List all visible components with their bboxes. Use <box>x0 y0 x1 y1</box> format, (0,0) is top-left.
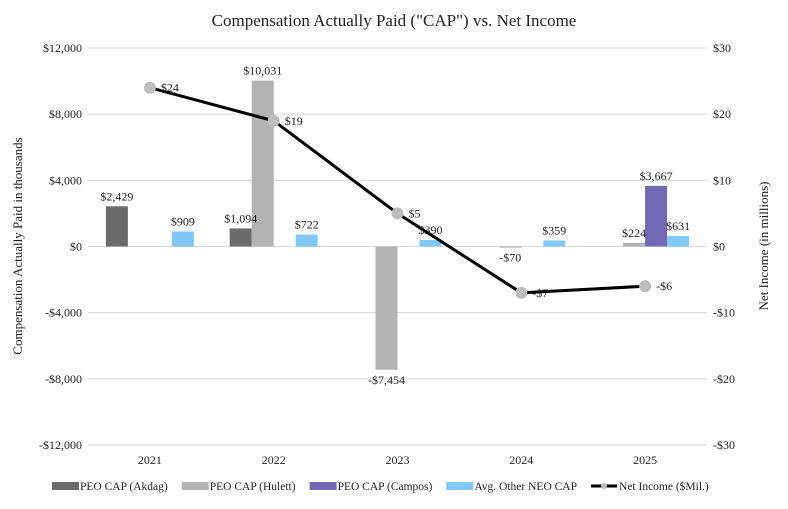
bar-data-label: $909 <box>171 214 195 228</box>
legend-swatch <box>52 482 79 490</box>
bar <box>543 240 566 247</box>
y2-tick-label: $20 <box>713 107 731 121</box>
y-tick-label: $12,000 <box>43 41 82 55</box>
bar <box>667 236 690 247</box>
y2-tick-label: $10 <box>713 173 731 187</box>
bar-data-label: $390 <box>419 223 443 237</box>
bar <box>229 228 252 247</box>
net-income-label: -$7 <box>532 286 548 300</box>
bar <box>105 206 128 247</box>
legend-label: PEO CAP (Akdag) <box>80 481 168 493</box>
bar-data-label: -$70 <box>499 251 521 265</box>
bar-data-label: $631 <box>666 219 690 233</box>
x-tick-label: 2025 <box>633 453 657 467</box>
bar-data-label: $2,429 <box>100 189 133 203</box>
y-axis-label: Compensation Actually Paid in thousands <box>10 137 25 354</box>
y-tick-label: -$12,000 <box>39 438 82 452</box>
x-tick-label: 2024 <box>509 453 533 467</box>
bar-data-label: $1,094 <box>224 211 257 225</box>
bar <box>375 246 398 370</box>
y-tick-label: $4,000 <box>49 173 82 187</box>
net-income-point <box>391 207 404 220</box>
legend-label: PEO CAP (Campos) <box>338 481 433 493</box>
net-income-label: $19 <box>285 114 303 128</box>
legend-label: Net Income ($Mil.) <box>619 480 709 493</box>
bar <box>499 246 522 248</box>
bar <box>171 231 194 247</box>
net-income-point <box>267 114 280 127</box>
legend-marker <box>601 483 608 489</box>
chart-title: Compensation Actually Paid ("CAP") vs. N… <box>212 11 577 30</box>
y2-tick-label: $0 <box>713 240 725 254</box>
bar <box>645 185 668 247</box>
net-income-label: $24 <box>161 81 179 95</box>
x-tick-label: 2023 <box>386 453 410 467</box>
legend-swatch <box>309 482 337 490</box>
x-tick-label: 2022 <box>262 453 286 467</box>
legend-label: PEO CAP (Hulett) <box>210 481 296 493</box>
bar <box>295 234 318 247</box>
y2-tick-label: -$10 <box>713 306 735 320</box>
y2-tick-label: -$30 <box>713 438 735 452</box>
bar <box>419 240 442 247</box>
bar <box>623 242 646 247</box>
y-tick-label: -$8,000 <box>45 372 82 386</box>
bar-data-label: $224 <box>622 226 646 240</box>
net-income-label: -$6 <box>656 279 672 293</box>
bar-data-label: -$7,454 <box>368 373 405 387</box>
y-tick-label: $8,000 <box>49 107 82 121</box>
y-tick-label: $0 <box>70 240 82 254</box>
bar-data-label: $359 <box>542 224 566 238</box>
net-income-label: $5 <box>409 206 421 220</box>
bar-data-label: $10,031 <box>243 64 282 78</box>
y-tick-label: -$4,000 <box>45 306 82 320</box>
legend-swatch <box>181 482 209 490</box>
net-income-point <box>639 280 652 293</box>
y2-tick-label: -$20 <box>713 372 735 386</box>
net-income-point <box>515 286 528 299</box>
y2-axis-label: Net Income (in millions) <box>756 182 771 311</box>
y2-tick-label: $30 <box>713 41 731 55</box>
net-income-point <box>143 81 156 94</box>
legend-swatch <box>446 482 474 490</box>
legend-label: Avg. Other NEO CAP <box>474 481 577 493</box>
x-tick-label: 2021 <box>138 453 162 467</box>
bar-data-label: $3,667 <box>640 169 673 183</box>
bar-data-label: $722 <box>295 218 319 232</box>
